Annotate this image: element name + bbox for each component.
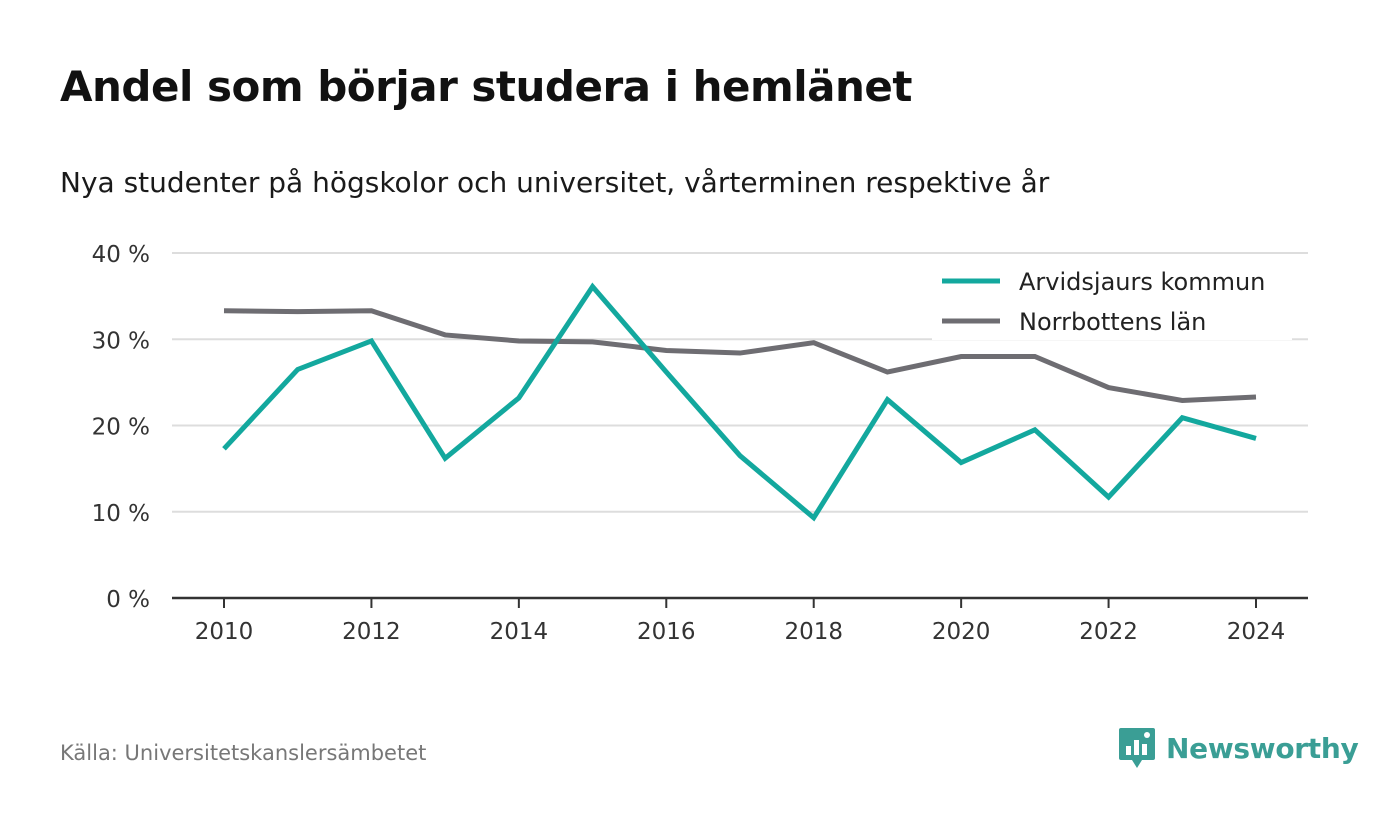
y-tick-label: 40 % (92, 242, 150, 268)
x-tick-label: 2012 (342, 619, 401, 645)
y-tick-label: 30 % (92, 328, 150, 354)
legend-label: Norrbottens län (1019, 308, 1206, 336)
chart-title: Andel som börjar studera i hemlänet (60, 62, 913, 111)
brand-name: Newsworthy (1166, 731, 1359, 765)
legend-background (932, 258, 1292, 340)
y-axis-ticks: 0 % 10 % 20 % 30 % 40 % (92, 242, 150, 613)
series-lines (222, 282, 1257, 522)
brand-logo: Newsworthy (1118, 726, 1359, 770)
x-axis-ticks: 2010 2012 2014 2016 2018 2020 2022 2024 (195, 598, 1286, 645)
series-line-arvidsjaurs-kommun (222, 282, 1257, 522)
y-tick-label: 0 % (106, 587, 150, 613)
chart-subtitle: Nya studenter på högskolor och universit… (60, 166, 1050, 199)
x-tick-label: 2018 (784, 619, 843, 645)
x-tick-label: 2020 (932, 619, 991, 645)
source-note: Källa: Universitetskanslersämbetet (60, 741, 427, 765)
x-tick-label: 2014 (490, 619, 549, 645)
y-tick-label: 10 % (92, 501, 150, 527)
x-tick-label: 2022 (1079, 619, 1138, 645)
x-tick-label: 2024 (1227, 619, 1286, 645)
y-tick-label: 20 % (92, 415, 150, 441)
x-tick-label: 2016 (637, 619, 696, 645)
bar-chart-speech-bubble-icon (1119, 728, 1155, 768)
x-tick-label: 2010 (195, 619, 254, 645)
legend: Arvidsjaurs kommun Norrbottens län (932, 258, 1292, 340)
series-line-norrbottens-län (223, 308, 1257, 403)
legend-label: Arvidsjaurs kommun (1019, 268, 1265, 296)
